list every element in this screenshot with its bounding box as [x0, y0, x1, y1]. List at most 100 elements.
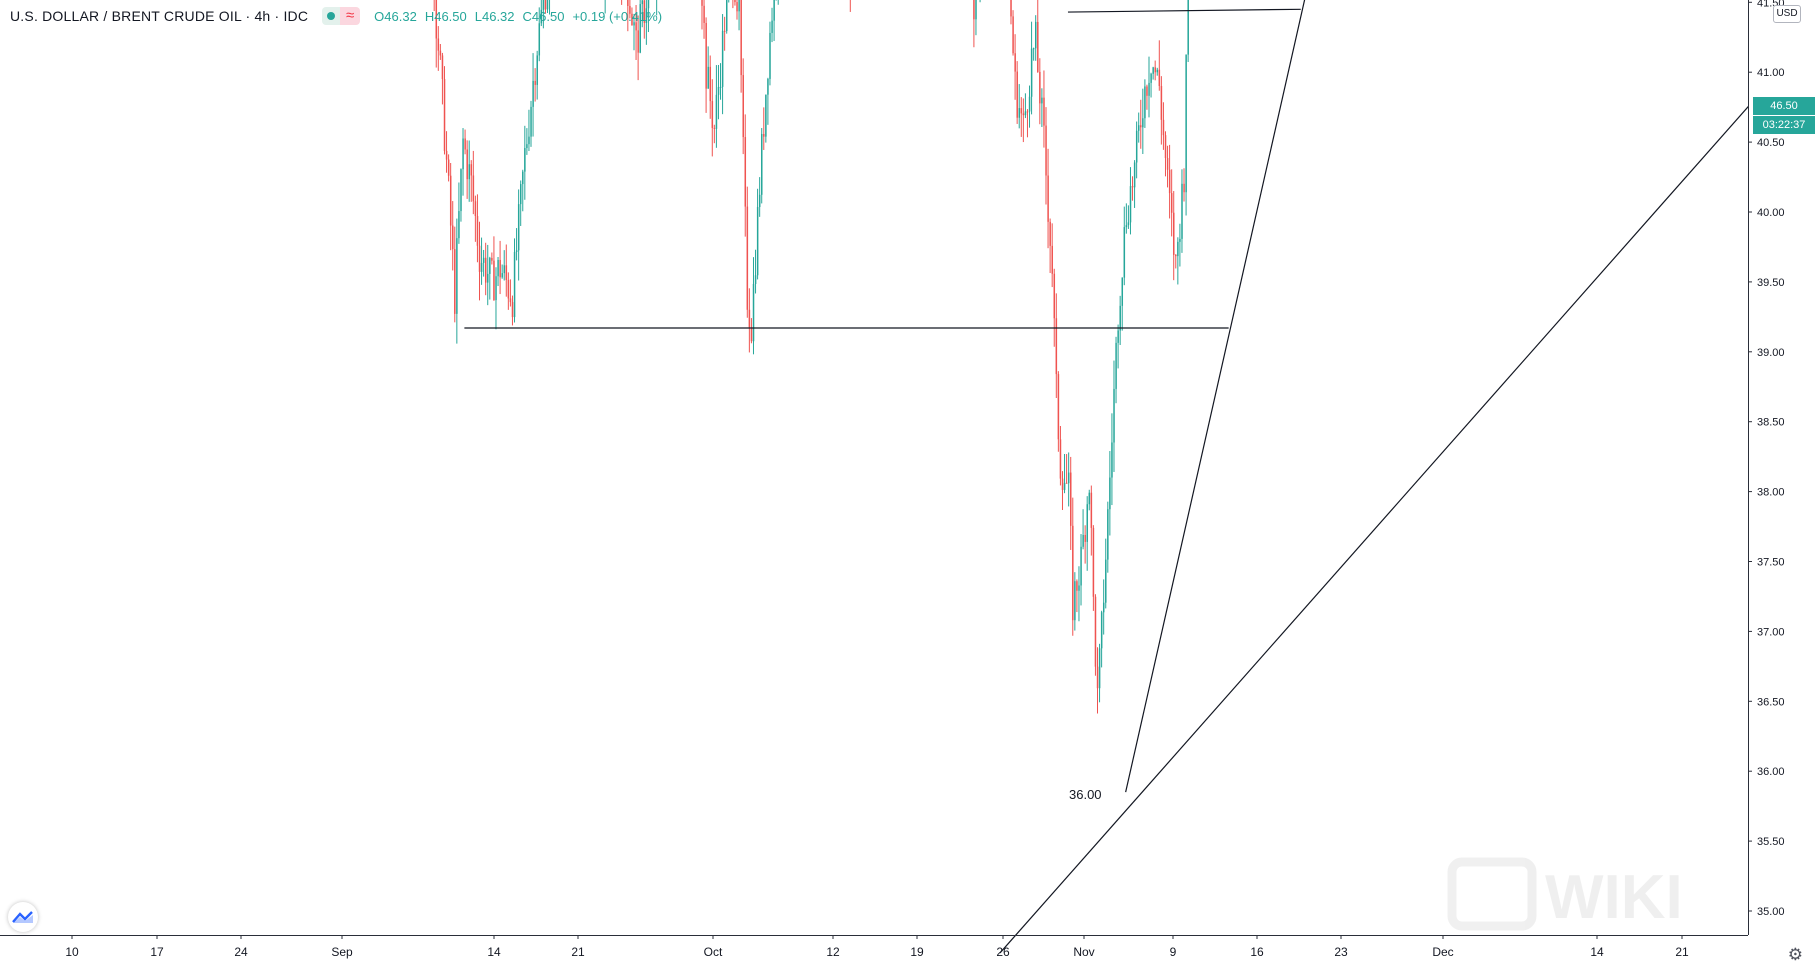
candle: [656, 0, 658, 16]
candle: [732, 0, 734, 9]
x-tick-label: 14: [1590, 945, 1604, 959]
candle: [517, 189, 520, 281]
open-value: O46.32: [374, 8, 417, 24]
tradingview-logo-icon[interactable]: [8, 902, 38, 932]
candle-body: [1138, 125, 1140, 131]
candle-body: [738, 0, 740, 12]
candle-body: [1164, 135, 1167, 158]
candle: [641, 0, 644, 28]
candle: [849, 0, 851, 12]
candle-body: [1113, 388, 1115, 443]
candle-body: [1045, 125, 1047, 176]
candle: [1115, 336, 1117, 404]
candle: [726, 0, 728, 34]
candle-body: [1030, 48, 1033, 97]
y-tick-label: 41.50: [1757, 0, 1785, 9]
candle: [526, 128, 528, 155]
candle-body: [462, 138, 464, 170]
candle: [1102, 579, 1105, 635]
candle: [758, 177, 761, 217]
candle-body: [507, 279, 510, 299]
candle-body: [1086, 504, 1088, 542]
candle-body: [1024, 111, 1027, 116]
candle: [484, 242, 487, 296]
trendline[interactable]: [1067, 8, 1301, 13]
candle-body: [1154, 67, 1156, 73]
candle: [769, 21, 771, 86]
candle: [1109, 451, 1111, 536]
candle: [1185, 54, 1187, 216]
candle-body: [456, 238, 458, 314]
candle: [1156, 67, 1159, 76]
candle-body: [719, 86, 722, 88]
candle: [1125, 203, 1128, 234]
x-tick-label: Sep: [331, 945, 353, 959]
candle-body: [1144, 86, 1146, 119]
candle-body: [1129, 186, 1132, 223]
candle: [540, 0, 543, 27]
candle-body: [454, 249, 456, 314]
candle-body: [1098, 648, 1101, 689]
x-tick-label: 16: [1250, 945, 1264, 959]
y-tick-label: 38.50: [1757, 417, 1785, 429]
candle: [435, 0, 438, 68]
candle: [546, 0, 549, 14]
candle-body: [1142, 118, 1144, 128]
candle: [633, 13, 635, 51]
trendline[interactable]: [1125, 0, 1468, 793]
candle: [701, 0, 703, 30]
candle: [478, 221, 481, 301]
candle: [1018, 84, 1021, 129]
candle-body: [1175, 254, 1177, 257]
trendline[interactable]: [999, 23, 1817, 954]
currency-button[interactable]: USD: [1773, 5, 1801, 23]
candle-body: [524, 148, 526, 172]
candle-body: [761, 133, 763, 195]
candle: [763, 107, 765, 150]
price-axis[interactable]: [1748, 0, 1817, 970]
candle: [511, 295, 514, 326]
candle: [750, 318, 753, 344]
y-tick-label: 36.00: [1757, 766, 1785, 778]
x-tick-label: 17: [150, 945, 164, 959]
candle-body: [546, 0, 549, 10]
candle: [489, 256, 491, 300]
candle-body: [1010, 0, 1012, 17]
x-tick-label: Oct: [704, 945, 723, 959]
gear-icon[interactable]: ⚙: [1787, 945, 1803, 964]
candle-body: [1026, 111, 1029, 113]
candle-body: [1170, 193, 1173, 213]
candle: [1140, 99, 1142, 149]
candle-body: [1080, 546, 1082, 586]
candle-body: [522, 171, 524, 185]
candle: [491, 252, 493, 265]
status-pill[interactable]: ≈: [322, 7, 361, 25]
x-tick-label: 12: [826, 945, 840, 959]
candle-body: [1053, 273, 1056, 319]
candle-body: [715, 94, 718, 129]
candle: [1078, 566, 1080, 622]
candle-body: [513, 251, 516, 318]
candle: [1055, 293, 1058, 398]
symbol-title[interactable]: U.S. DOLLAR / BRENT CRUDE OIL · 4h · IDC: [10, 8, 309, 24]
candle: [509, 279, 512, 307]
candle-body: [1067, 472, 1070, 484]
candle: [1041, 88, 1043, 127]
candle: [1045, 107, 1047, 205]
ohlc-readout: O46.32 H46.50 L46.32 C46.50 +0.19 (+0.41…: [374, 9, 662, 24]
candle: [449, 162, 452, 251]
candle: [1063, 453, 1066, 494]
candle: [466, 140, 468, 199]
candle-body: [703, 5, 705, 23]
candle: [507, 272, 510, 310]
candle: [1059, 425, 1062, 486]
candle-body: [452, 225, 454, 250]
candle: [458, 182, 460, 244]
candle-body: [1070, 472, 1072, 526]
candle-body: [637, 30, 639, 53]
candle: [1121, 277, 1124, 331]
candle-body: [1016, 71, 1018, 118]
candle-body: [1035, 21, 1037, 49]
x-tick-label: 21: [1675, 945, 1689, 959]
